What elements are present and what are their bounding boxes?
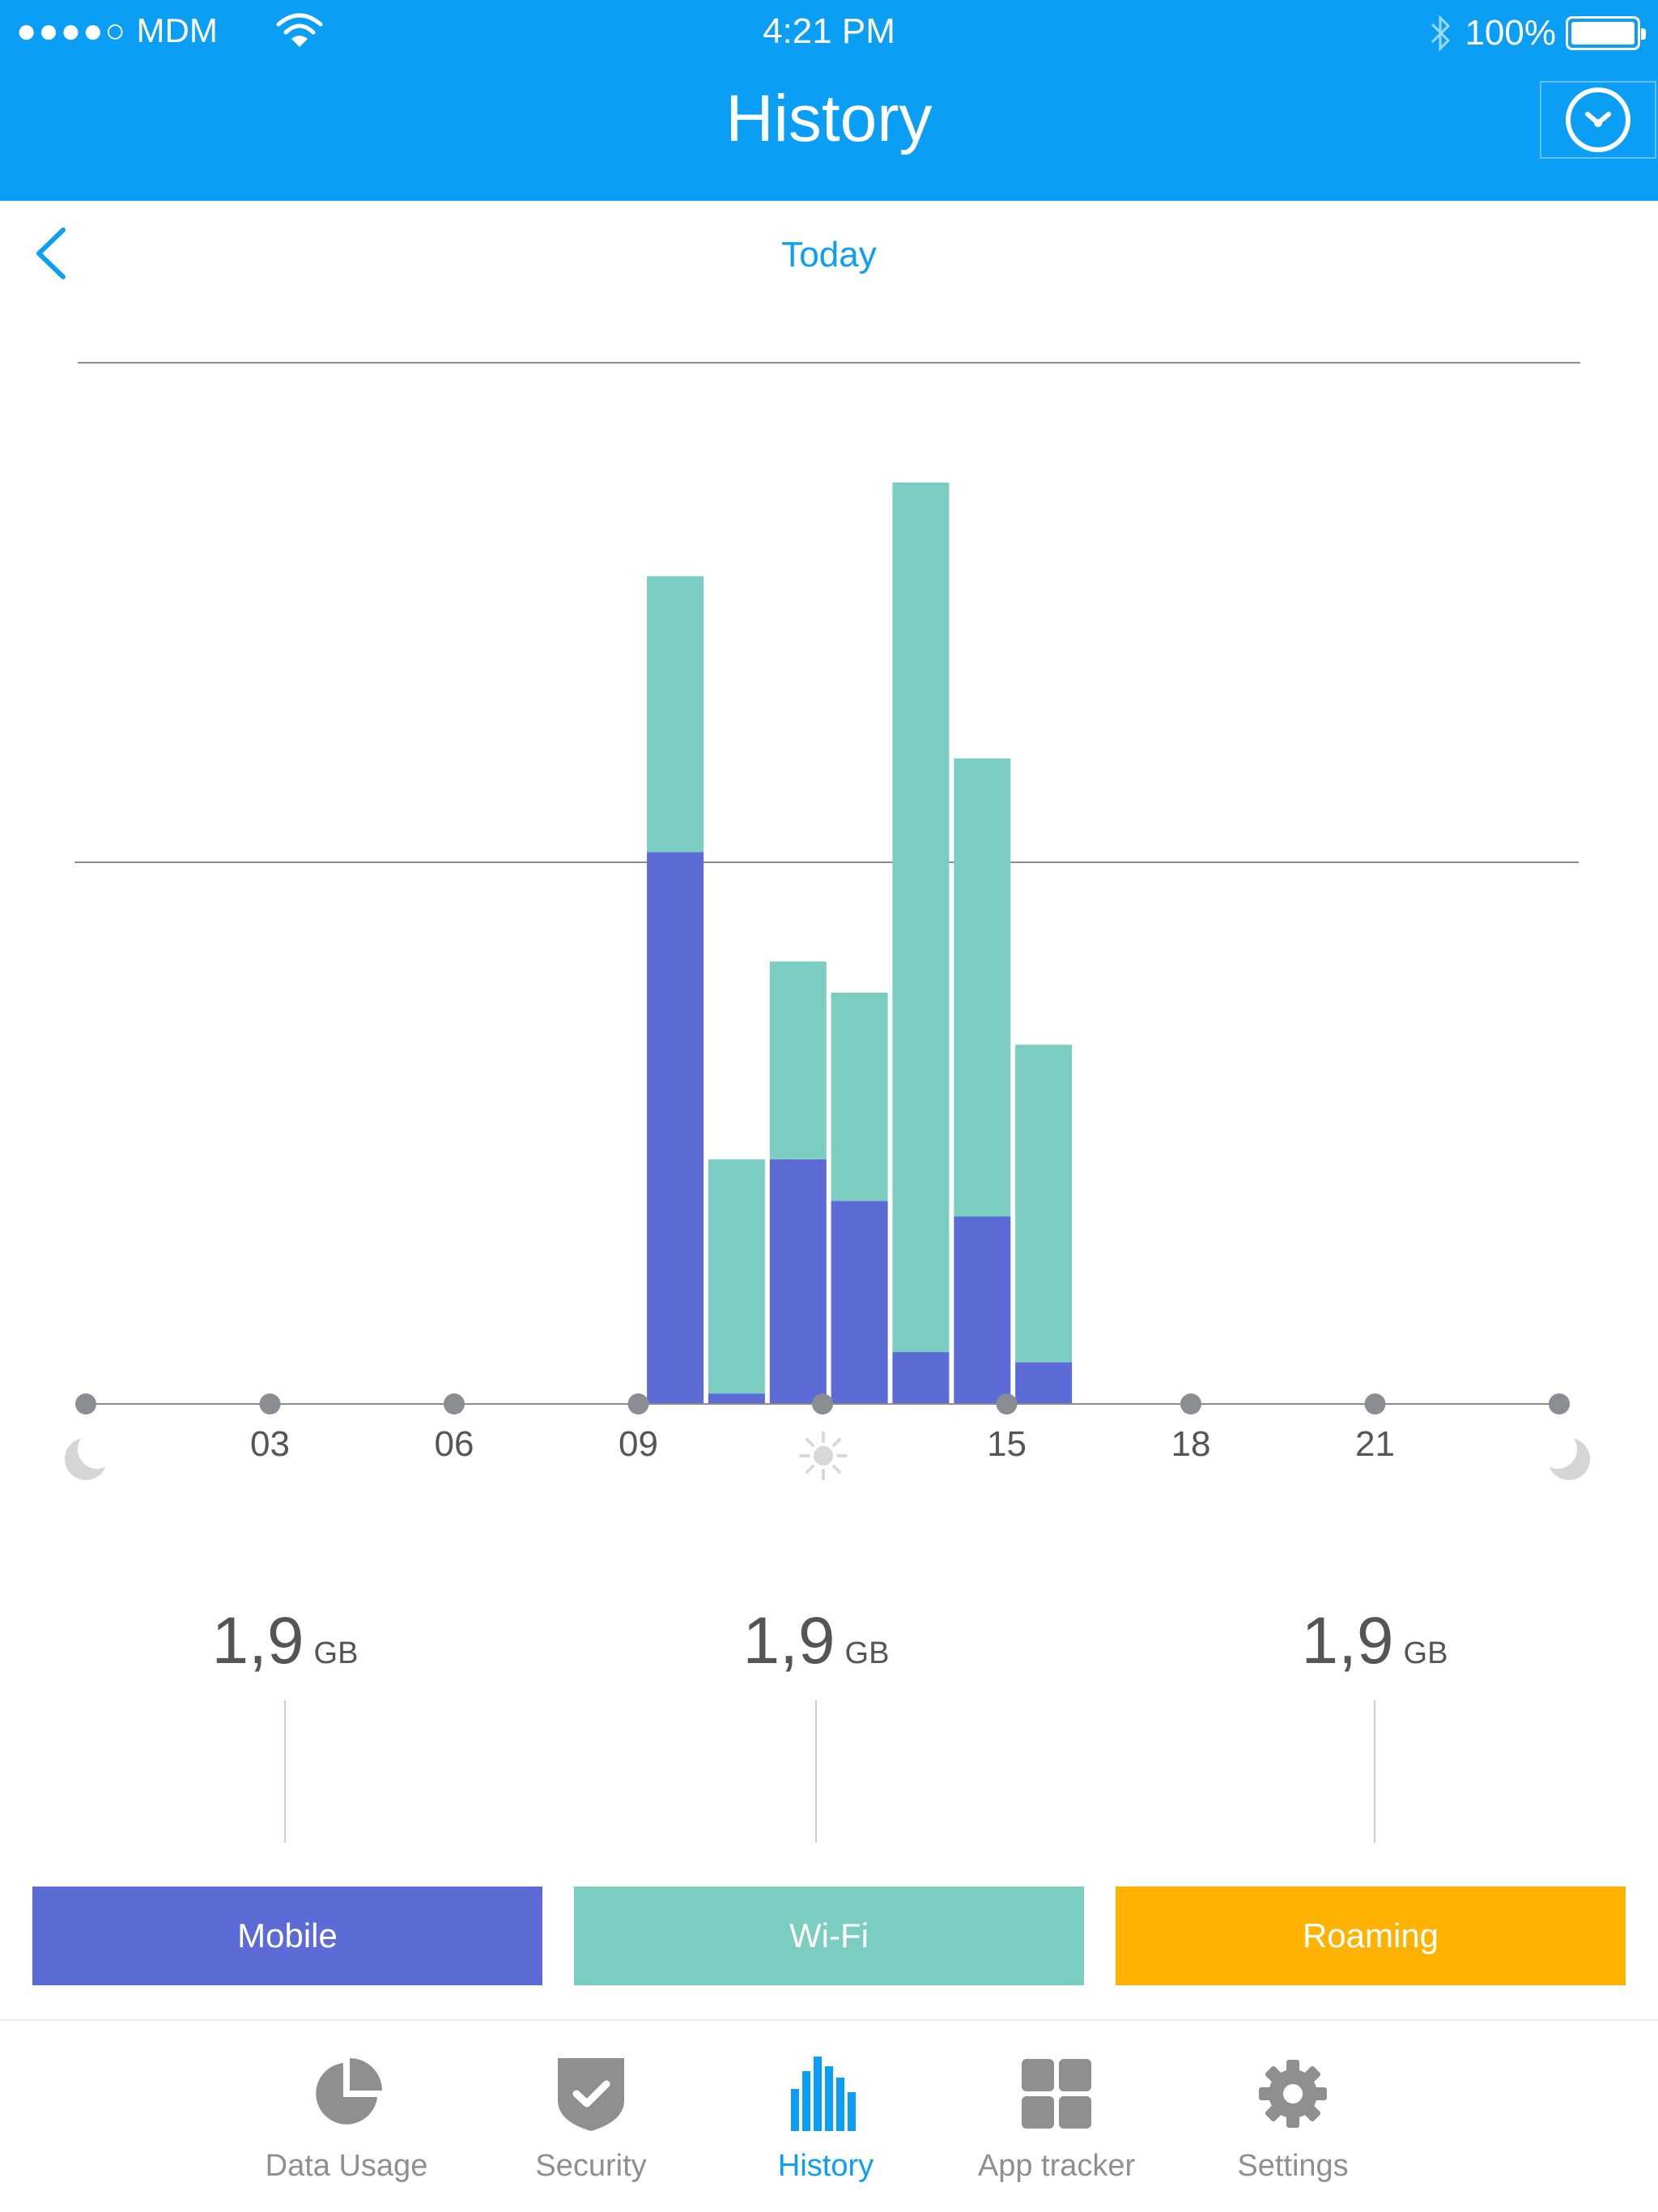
- status-bar: ●●●●○ MDM 4:21 PM 100%: [0, 0, 1658, 65]
- axis-dot: [259, 1393, 281, 1414]
- tab-label: Data Usage: [265, 2149, 428, 2183]
- tab-label: Settings: [1237, 2149, 1349, 2183]
- total-roaming: 1,9 GB: [1213, 1603, 1537, 1679]
- battery-icon: [1566, 16, 1646, 50]
- bar-wifi-10: [647, 576, 704, 853]
- bar-wifi-11: [708, 1159, 765, 1394]
- bar-wifi-16: [1015, 1044, 1073, 1363]
- wifi-icon: [276, 13, 323, 47]
- total-mobile: 1,9 GB: [123, 1603, 447, 1679]
- tab-bar: Data Usage Security History: [0, 2019, 1658, 2212]
- total-value: 1,9: [211, 1604, 304, 1678]
- total-value: 1,9: [742, 1604, 835, 1678]
- bar-mobile-12: [769, 1159, 827, 1404]
- clock-icon: [1566, 87, 1630, 152]
- bar-wifi-15: [954, 758, 1011, 1217]
- axis-dot: [996, 1393, 1018, 1414]
- tab-app-tracker[interactable]: App tracker: [951, 2053, 1162, 2184]
- sun-icon: [799, 1431, 848, 1480]
- status-time: 4:21 PM: [763, 11, 895, 51]
- carrier-name: MDM: [136, 11, 218, 49]
- history-clock-button[interactable]: [1540, 81, 1656, 159]
- x-tick-label: 18: [1171, 1424, 1211, 1464]
- wifi-filter-button[interactable]: Wi-Fi: [574, 1887, 1084, 1985]
- bar-mobile-11: [708, 1393, 765, 1404]
- x-tick-label: 03: [250, 1424, 290, 1464]
- totals-section: 1,9 GB 1,9 GB 1,9 GB: [0, 1603, 1658, 1846]
- bar-mobile-14: [892, 1351, 950, 1404]
- divider-line: [1374, 1700, 1375, 1843]
- axis-dot: [1180, 1393, 1201, 1414]
- total-unit: GB: [1403, 1636, 1448, 1670]
- divider-line: [284, 1700, 286, 1843]
- battery-percent: 100%: [1465, 13, 1556, 53]
- usage-bar-chart: 03 06 09 15 18 21: [65, 362, 1590, 1480]
- moon-icon: [1538, 1430, 1590, 1480]
- axis-dot: [75, 1393, 96, 1414]
- bar-mobile-16: [1015, 1362, 1073, 1404]
- bars-group: [647, 482, 1073, 1404]
- gear-icon: [1259, 2060, 1327, 2128]
- header-bar: ●●●●○ MDM 4:21 PM 100% History: [0, 0, 1658, 201]
- axis-dot: [1364, 1393, 1386, 1414]
- bar-mobile-13: [831, 1201, 888, 1404]
- x-tick-label: 21: [1355, 1424, 1395, 1464]
- axis-dot: [1549, 1393, 1570, 1414]
- axis-dot: [444, 1393, 465, 1414]
- moon-icon: [65, 1430, 117, 1480]
- axis-dot: [627, 1393, 649, 1414]
- x-tick-label: 09: [619, 1424, 658, 1464]
- axis-dots-group: [75, 1393, 1570, 1414]
- tab-history[interactable]: History: [721, 2053, 931, 2184]
- bar-mobile-10: [647, 852, 704, 1404]
- total-wifi: 1,9 GB: [654, 1603, 978, 1679]
- carrier: ●●●●○ MDM: [16, 11, 218, 50]
- total-value: 1,9: [1301, 1604, 1394, 1678]
- grid-icon: [1022, 2059, 1091, 2129]
- bar-wifi-12: [769, 961, 827, 1159]
- tab-settings[interactable]: Settings: [1188, 2053, 1398, 2184]
- tab-security[interactable]: Security: [486, 2053, 696, 2184]
- bar-wifi-13: [831, 993, 888, 1202]
- tab-label: App tracker: [977, 2149, 1136, 2183]
- bar-chart-icon: [791, 2057, 856, 2131]
- total-unit: GB: [844, 1636, 890, 1670]
- roaming-filter-button[interactable]: Roaming: [1116, 1887, 1626, 1985]
- battery-status: 100%: [1426, 13, 1646, 53]
- bar-wifi-14: [892, 482, 950, 1352]
- tab-data-usage[interactable]: Data Usage: [241, 2053, 452, 2184]
- x-tick-label: 15: [987, 1424, 1027, 1464]
- shield-check-icon: [558, 2058, 624, 2131]
- signal-icon: ●●●●○: [16, 11, 127, 49]
- back-chevron-icon[interactable]: [31, 225, 71, 282]
- x-tick-label: 06: [435, 1424, 474, 1464]
- x-tick-labels: 03 06 09 15 18 21: [250, 1424, 1395, 1464]
- pie-chart-icon: [316, 2058, 382, 2125]
- axis-dot: [812, 1393, 833, 1414]
- bluetooth-icon: [1431, 15, 1451, 52]
- divider-line: [815, 1700, 817, 1843]
- tab-label: History: [777, 2149, 874, 2183]
- total-unit: GB: [313, 1636, 359, 1670]
- mobile-filter-button[interactable]: Mobile: [32, 1887, 542, 1985]
- bar-mobile-15: [954, 1216, 1011, 1404]
- page-title: History: [725, 82, 933, 155]
- period-label[interactable]: Today: [781, 235, 877, 274]
- tab-label: Security: [535, 2149, 647, 2183]
